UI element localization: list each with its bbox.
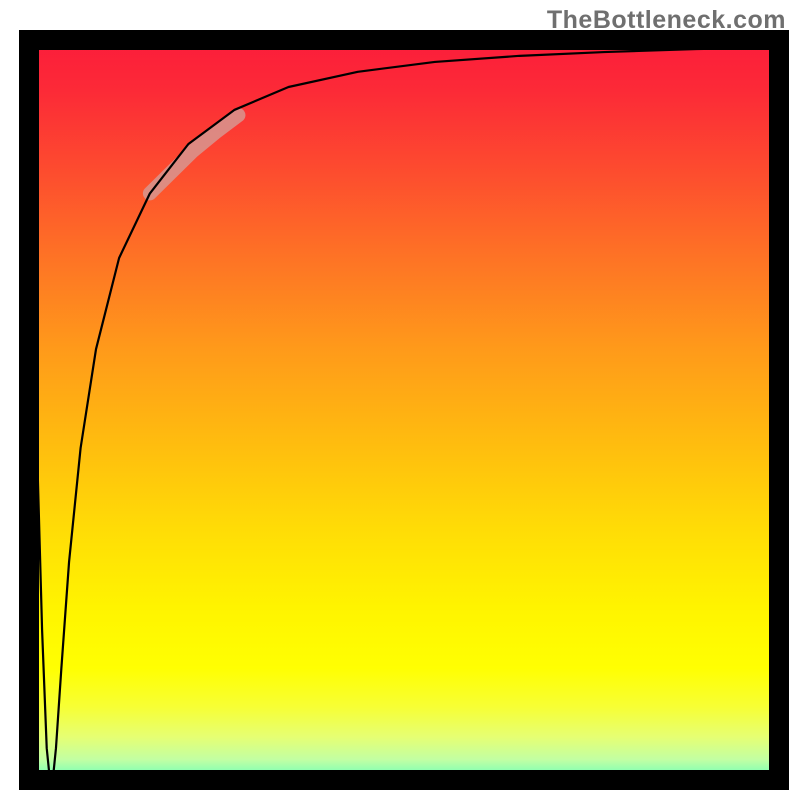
gradient-background: [19, 30, 789, 790]
attribution-watermark: TheBottleneck.com: [547, 6, 786, 35]
bottleneck-chart-container: { "attribution": { "text": "TheBottlenec…: [0, 0, 800, 800]
bottleneck-chart: [0, 0, 800, 800]
